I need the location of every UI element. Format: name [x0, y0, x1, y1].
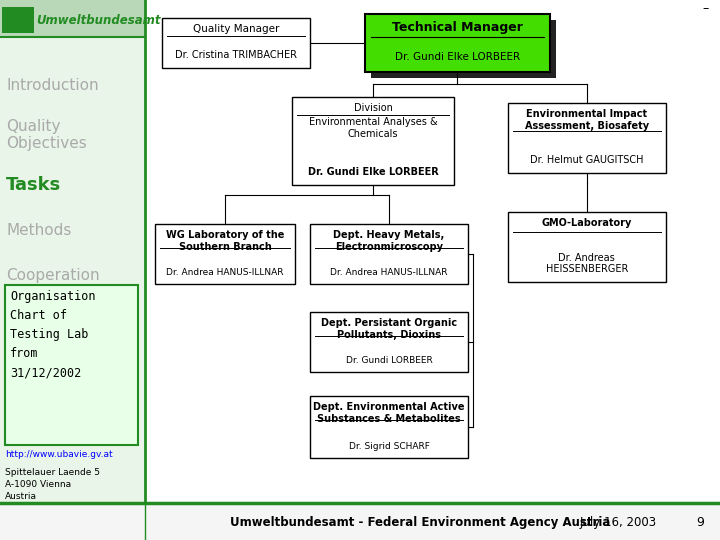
Text: Quality Manager: Quality Manager: [193, 24, 279, 35]
Text: Introduction: Introduction: [6, 78, 99, 93]
FancyBboxPatch shape: [508, 103, 666, 173]
Text: Dr. Gundi LORBEER: Dr. Gundi LORBEER: [346, 356, 432, 365]
FancyBboxPatch shape: [145, 1, 720, 503]
FancyBboxPatch shape: [292, 97, 454, 185]
Text: Cooperation: Cooperation: [6, 268, 100, 282]
Text: –: –: [703, 2, 709, 15]
Text: WG Laboratory of the
Southern Branch: WG Laboratory of the Southern Branch: [166, 230, 284, 252]
Text: Dept. Environmental Active
Substances & Metabolites: Dept. Environmental Active Substances & …: [313, 402, 464, 424]
Text: Environmental Impact
Assessment, Biosafety: Environmental Impact Assessment, Biosafe…: [525, 109, 649, 131]
Text: Methods: Methods: [6, 222, 71, 238]
Text: Dr. Andrea HANUS-ILLNAR: Dr. Andrea HANUS-ILLNAR: [330, 268, 448, 277]
Text: 9: 9: [696, 516, 703, 529]
Text: Organisation
Chart of
Testing Lab
from
31/12/2002: Organisation Chart of Testing Lab from 3…: [10, 290, 96, 379]
Text: GMO-Laboratory: GMO-Laboratory: [541, 218, 632, 228]
FancyBboxPatch shape: [0, 503, 720, 540]
Text: Dr. Cristina TRIMBACHER: Dr. Cristina TRIMBACHER: [175, 50, 297, 60]
FancyBboxPatch shape: [365, 15, 550, 72]
Text: Dr. Andrea HANUS-ILLNAR: Dr. Andrea HANUS-ILLNAR: [166, 268, 284, 277]
FancyBboxPatch shape: [0, 1, 145, 37]
Text: Dr. Helmut GAUGITSCH: Dr. Helmut GAUGITSCH: [530, 155, 644, 165]
Text: Environmental Analyses &
Chemicals: Environmental Analyses & Chemicals: [309, 117, 437, 139]
Text: Division: Division: [354, 103, 392, 113]
FancyBboxPatch shape: [5, 285, 138, 445]
Text: Tasks: Tasks: [6, 176, 61, 194]
Text: Dr. Gundi Elke LORBEER: Dr. Gundi Elke LORBEER: [395, 52, 520, 62]
FancyBboxPatch shape: [0, 1, 145, 503]
Text: Dr. Gundi Elke LORBEER: Dr. Gundi Elke LORBEER: [307, 167, 438, 177]
FancyBboxPatch shape: [162, 18, 310, 68]
Text: Umweltbundesamt - Federal Environment Agency Austria: Umweltbundesamt - Federal Environment Ag…: [230, 516, 610, 529]
FancyBboxPatch shape: [310, 224, 468, 284]
Text: Dr. Sigrid SCHARF: Dr. Sigrid SCHARF: [348, 442, 429, 451]
Text: Dept. Heavy Metals,
Electronmicroscopy: Dept. Heavy Metals, Electronmicroscopy: [333, 230, 445, 252]
Text: Dept. Persistant Organic
Pollutants, Dioxins: Dept. Persistant Organic Pollutants, Dio…: [321, 318, 457, 340]
FancyBboxPatch shape: [155, 224, 295, 284]
FancyBboxPatch shape: [371, 21, 556, 78]
FancyBboxPatch shape: [2, 8, 35, 33]
FancyBboxPatch shape: [310, 312, 468, 372]
FancyBboxPatch shape: [508, 212, 666, 282]
Text: http://www.ubavie.gv.at: http://www.ubavie.gv.at: [5, 450, 113, 459]
Text: July 16, 2003: July 16, 2003: [580, 516, 657, 529]
Text: Dr. Andreas
HEISSENBERGER: Dr. Andreas HEISSENBERGER: [546, 253, 628, 274]
FancyBboxPatch shape: [310, 396, 468, 458]
Text: Technical Manager: Technical Manager: [392, 21, 523, 35]
Text: Quality
Objectives: Quality Objectives: [6, 119, 87, 151]
Text: Spittelauer Laende 5
A-1090 Vienna
Austria: Spittelauer Laende 5 A-1090 Vienna Austr…: [5, 468, 100, 501]
Text: Umweltbundesamt: Umweltbundesamt: [36, 14, 161, 27]
